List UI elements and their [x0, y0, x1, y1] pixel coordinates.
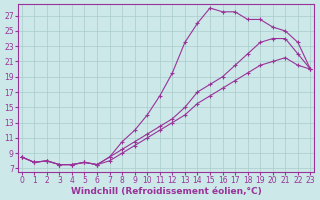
- X-axis label: Windchill (Refroidissement éolien,°C): Windchill (Refroidissement éolien,°C): [71, 187, 261, 196]
